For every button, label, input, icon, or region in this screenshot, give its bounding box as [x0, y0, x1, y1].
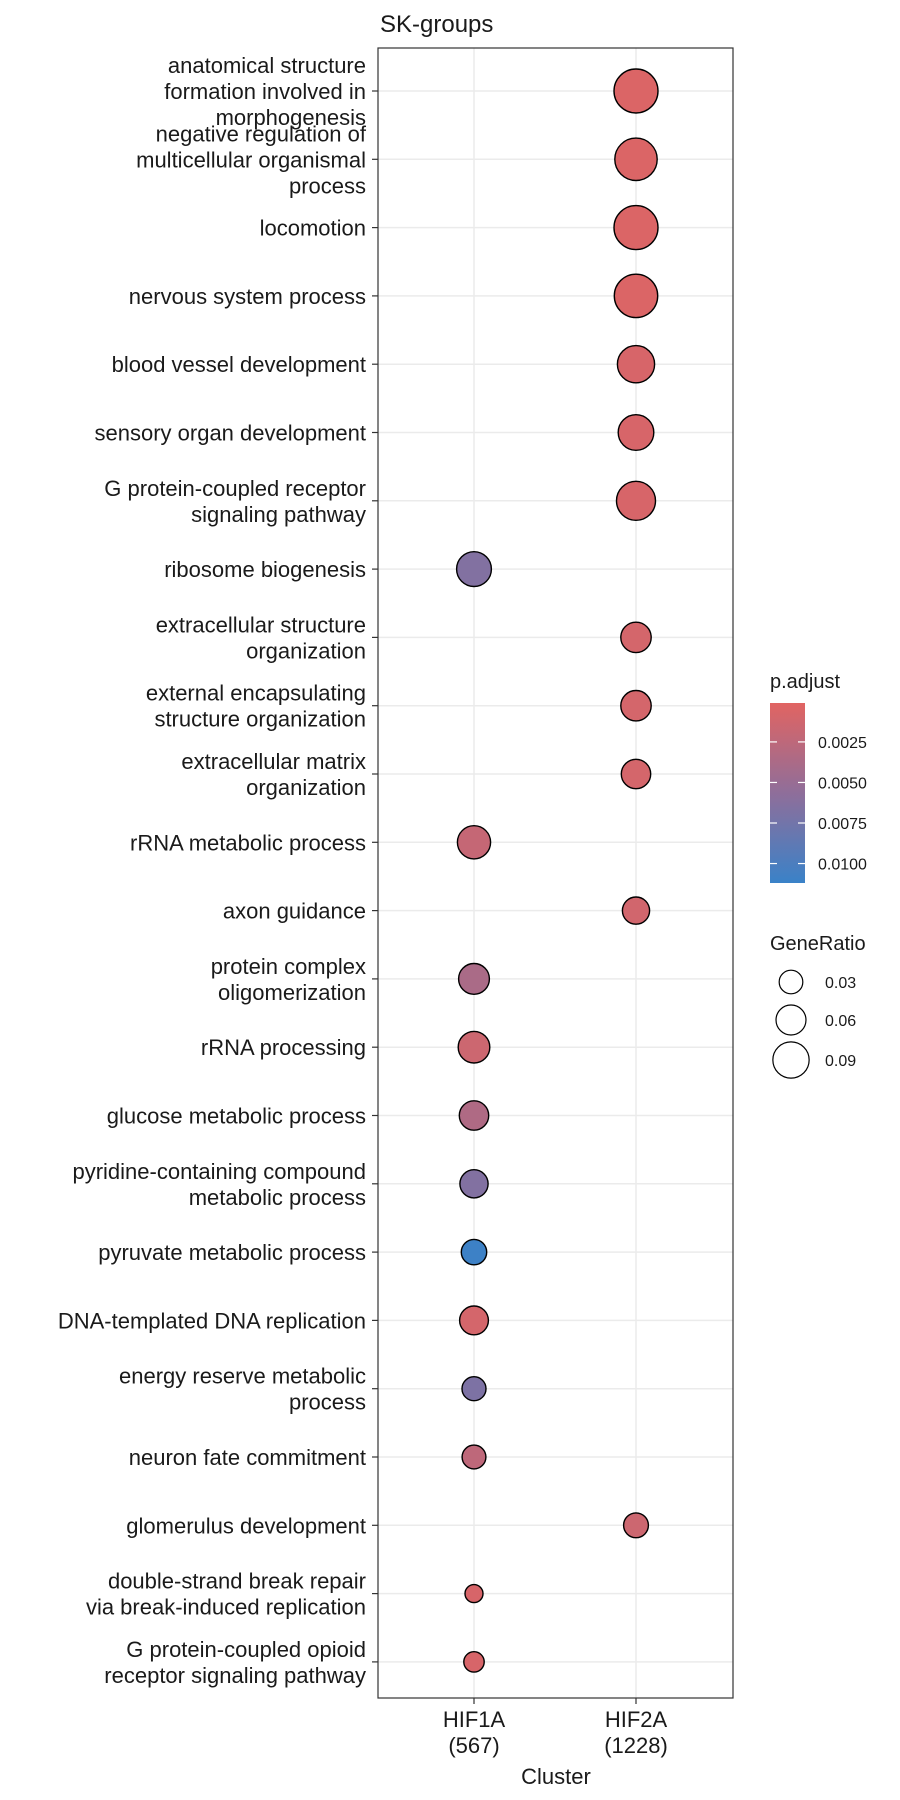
data-point [460, 1238, 488, 1266]
y-tick-label: DNA-templated DNA replication [58, 1308, 366, 1333]
data-point [615, 480, 657, 521]
data-point [622, 1512, 650, 1539]
data-point [456, 825, 492, 860]
data-point [614, 137, 658, 182]
y-tick-label: locomotion [260, 216, 366, 241]
data-point [463, 1651, 485, 1673]
y-tick-label: blood vessel development [112, 352, 366, 377]
y-tick-label: neuron fate commitment [129, 1445, 366, 1470]
y-tick-label: extracellular matrix organization [181, 749, 366, 800]
data-point [613, 204, 659, 251]
x-tick-label: HIF2A [605, 1707, 668, 1732]
size-legend-label: 0.09 [825, 1053, 856, 1070]
color-bar-label: 0.0100 [818, 857, 867, 874]
y-tick-label: anatomical structure formation involved i… [164, 53, 366, 130]
data-point [459, 1169, 489, 1199]
y-tick-label: rRNA metabolic process [130, 830, 366, 855]
y-tick-label: energy reserve metabolic process [119, 1364, 366, 1415]
color-legend-title: p.adjust [770, 671, 840, 693]
data-point [616, 344, 656, 384]
size-legend-circle [778, 969, 804, 995]
y-tick-label: G protein-coupled opioid receptor signali… [104, 1637, 366, 1688]
y-tick-label: glucose metabolic process [107, 1104, 366, 1129]
data-point [461, 1444, 487, 1470]
plot-panel [377, 47, 734, 1699]
data-point [457, 962, 491, 995]
x-axis-labels: HIF1A(567) HIF2A(1228) [443, 1698, 668, 1758]
data-point [464, 1583, 484, 1604]
gridlines [378, 48, 733, 1698]
data-point [617, 414, 655, 452]
x-tick-count: (1228) [604, 1733, 668, 1758]
color-bar-label: 0.0025 [818, 735, 867, 752]
data-point [457, 1030, 491, 1064]
data-point [461, 1375, 487, 1402]
y-tick-label: rRNA processing [201, 1035, 366, 1060]
size-legend-title: GeneRatio [770, 933, 866, 955]
data-point [621, 896, 651, 925]
y-tick-label: pyridine-containing compound metabolic pr… [72, 1159, 366, 1210]
x-tick-count: (567) [448, 1733, 499, 1758]
data-point [620, 621, 652, 654]
size-legend: GeneRatio 0.03 0.06 0.09 [770, 933, 866, 1079]
chart-title: SK-groups [380, 11, 493, 38]
data-point [458, 1100, 490, 1131]
y-tick-label: negative regulation of multicellular orga… [136, 121, 367, 198]
y-tick-label: pyruvate metabolic process [98, 1240, 366, 1265]
color-bar-label: 0.0075 [818, 816, 867, 833]
size-legend-items: 0.03 0.06 0.09 [772, 969, 856, 1079]
data-point [455, 550, 493, 588]
y-tick-label: nervous system process [129, 284, 366, 309]
y-axis-labels: anatomical structure formation involved i… [58, 53, 367, 1688]
y-tick-label: sensory organ development [95, 421, 367, 446]
data-point [620, 689, 652, 722]
data-point [620, 758, 652, 790]
size-legend-label: 0.06 [825, 1013, 856, 1030]
color-bar-ticks: 0.0025 0.0050 0.0075 0.0100 [770, 735, 867, 874]
data-points [455, 68, 659, 1673]
y-tick-label: ribosome biogenesis [164, 557, 366, 582]
color-bar [770, 703, 805, 883]
y-tick-label: glomerulus development [126, 1513, 366, 1538]
size-legend-label: 0.03 [825, 975, 856, 992]
y-tick-label: double-strand break repair via break-indu… [86, 1569, 366, 1620]
color-bar-label: 0.0050 [818, 775, 867, 792]
x-tick-label: HIF1A [443, 1707, 506, 1732]
data-point [613, 68, 659, 114]
color-legend: p.adjust 0.0025 0.0050 0.0075 0.0100 [770, 671, 867, 883]
y-axis-ticks [372, 90, 378, 1663]
size-legend-circle [775, 1004, 807, 1036]
y-tick-label: G protein-coupled receptor signaling path… [104, 476, 366, 527]
size-legend-circle [772, 1041, 810, 1079]
data-point [458, 1305, 490, 1336]
y-tick-label: axon guidance [223, 899, 366, 924]
y-tick-label: external encapsulating structure organiza… [146, 681, 366, 732]
x-axis-title: Cluster [521, 1764, 591, 1789]
data-point [613, 273, 659, 319]
y-tick-label: extracellular structure organization [156, 612, 366, 663]
y-tick-label: protein complex oligomerization [211, 954, 366, 1005]
